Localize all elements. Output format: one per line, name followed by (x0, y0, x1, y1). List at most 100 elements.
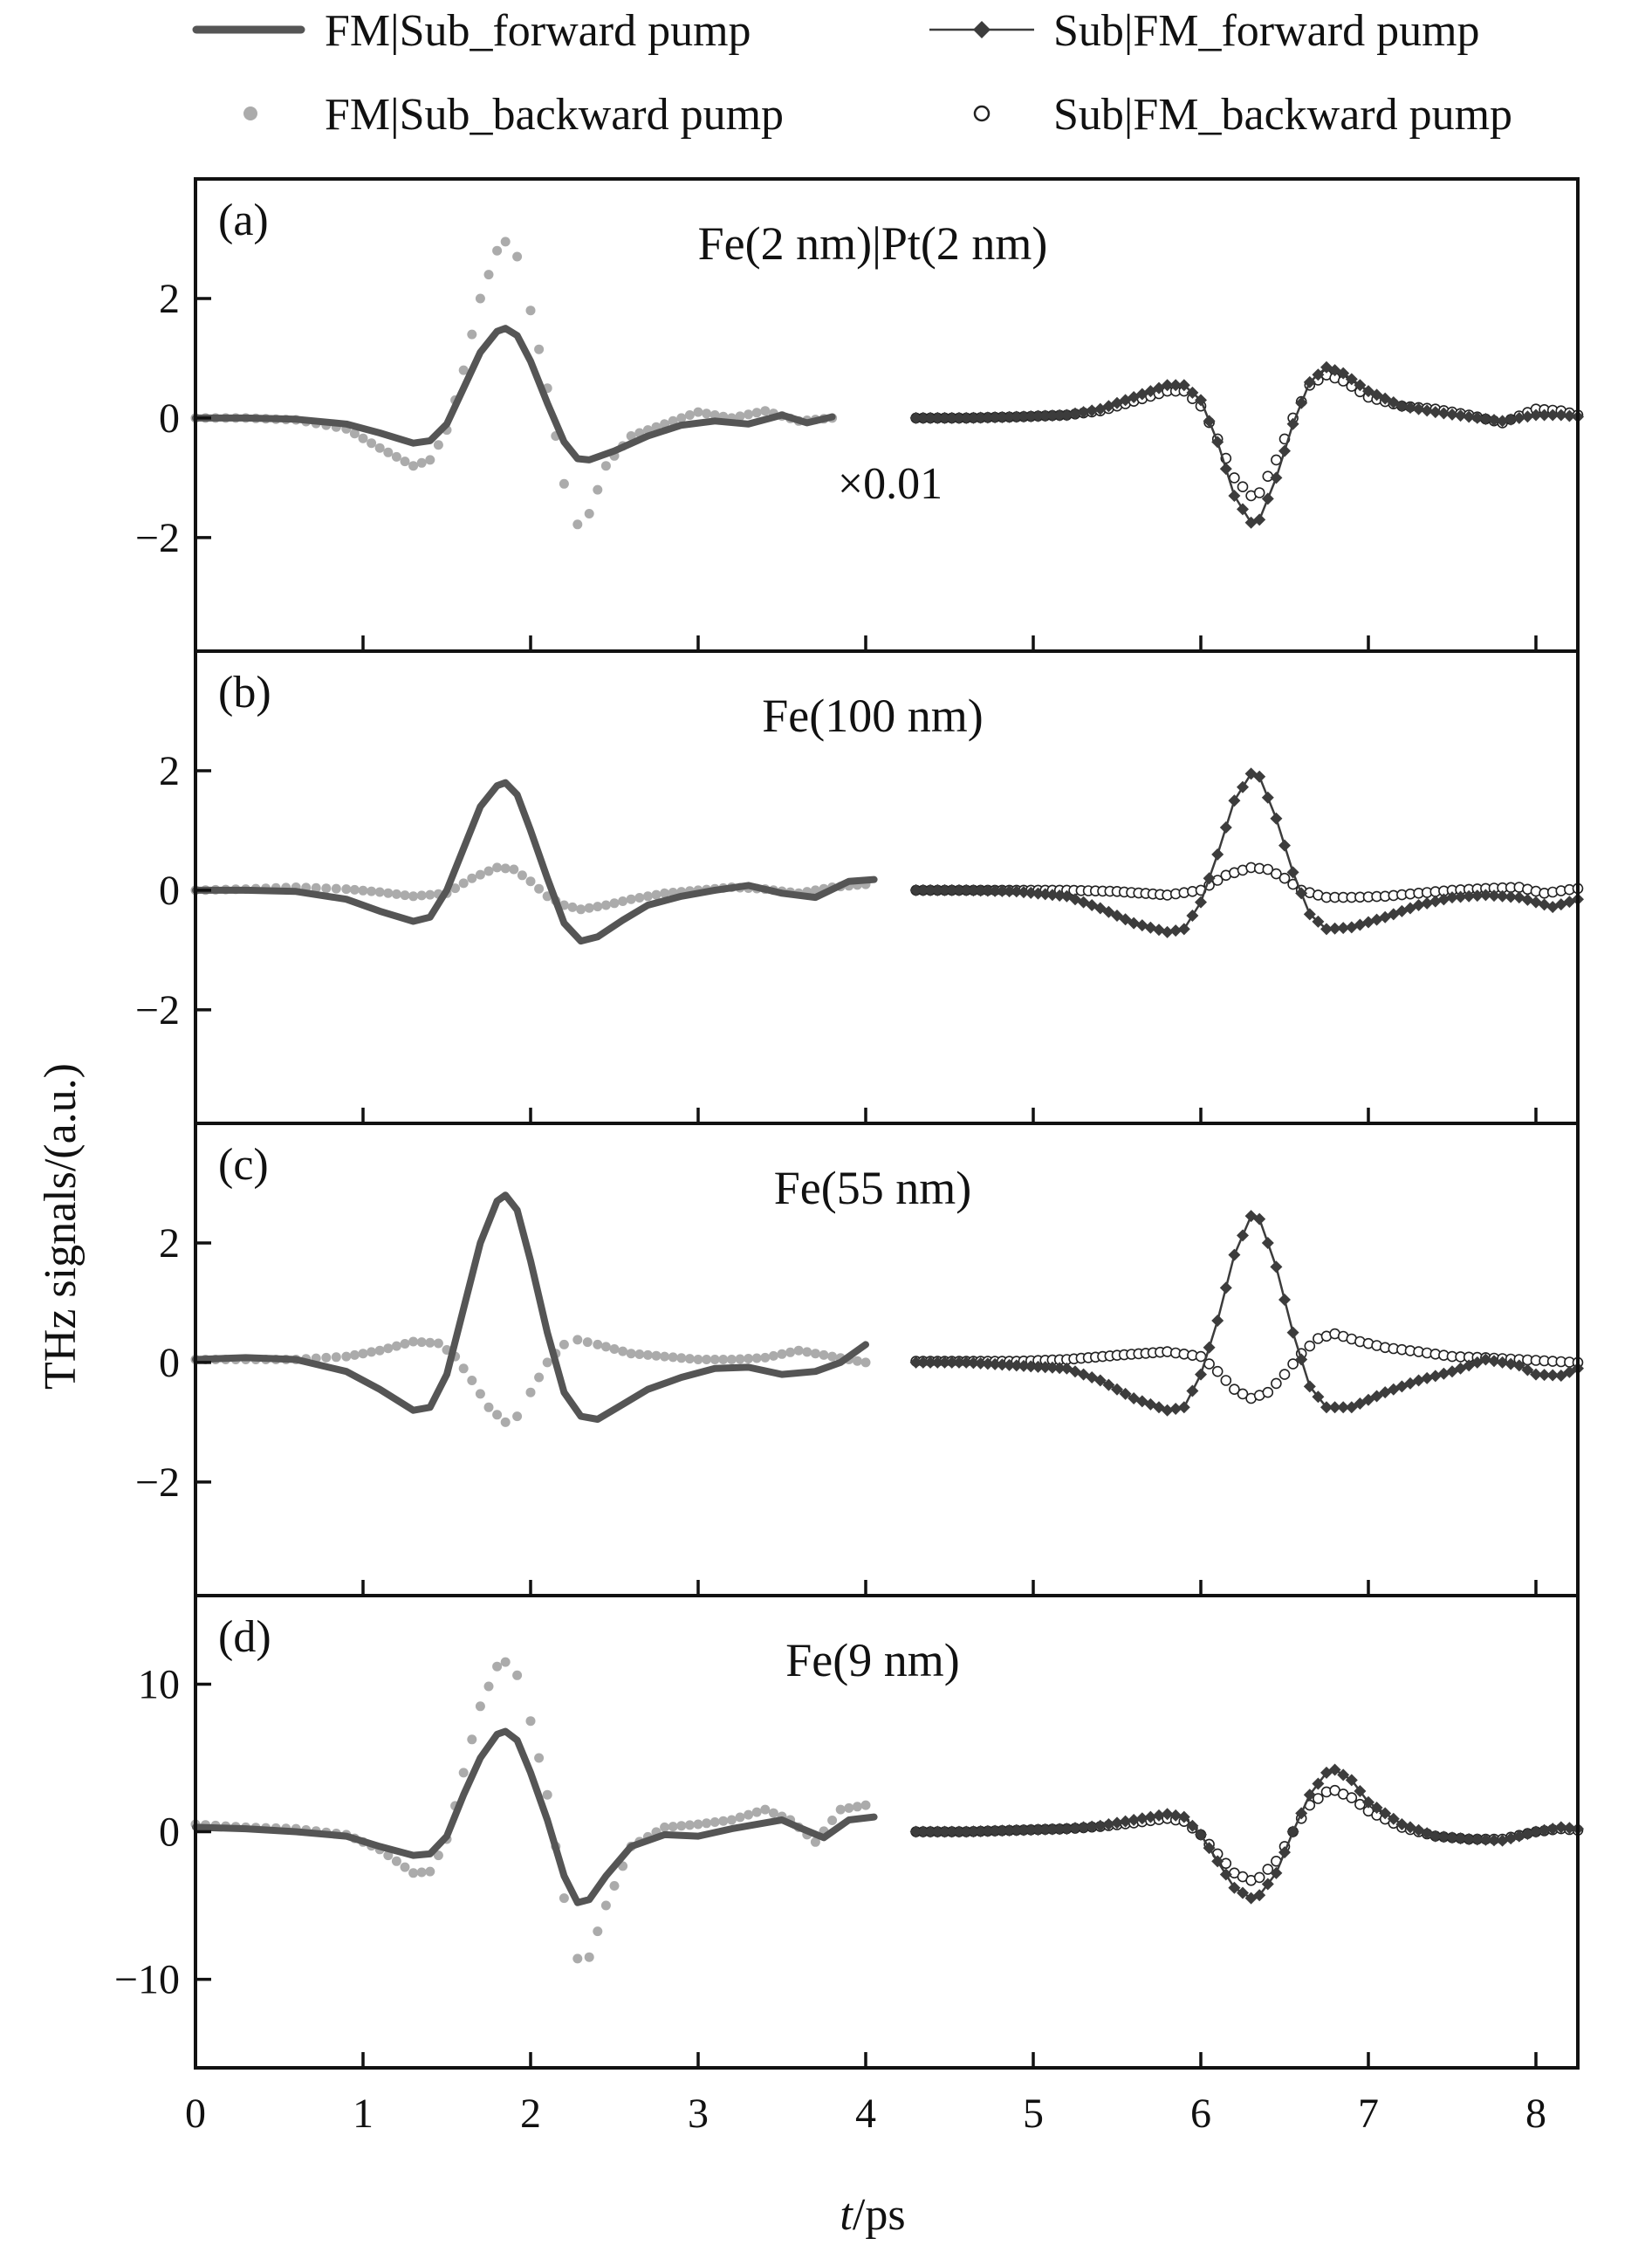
y-tick-label: −2 (135, 987, 180, 1033)
point-fm-backward (593, 1339, 603, 1349)
point-sub-forward (1161, 1808, 1174, 1821)
x-tick-label: 5 (1023, 2091, 1044, 2137)
point-sub-forward (1337, 367, 1350, 380)
point-fm-backward (760, 406, 771, 416)
point-fm-backward (358, 433, 368, 443)
panel-title: Fe(9 nm) (785, 1634, 959, 1686)
point-sub-forward (1303, 908, 1316, 921)
point-sub-forward (1470, 411, 1484, 424)
point-sub-forward (1128, 917, 1141, 930)
point-fm-backward (512, 1411, 523, 1422)
point-sub-forward (1203, 872, 1216, 885)
point-fm-backward (634, 893, 645, 903)
point-sub-forward (1488, 889, 1500, 903)
point-sub-forward (1554, 409, 1567, 422)
series-fm-forward-line (192, 1727, 878, 1906)
point-sub-forward (974, 411, 987, 424)
point-fm-backward (735, 1354, 745, 1364)
point-fm-backward (525, 306, 536, 316)
point-fm-backward (693, 1355, 703, 1364)
legend-item-sub-forward: Sub|FM_forward pump (929, 6, 1480, 56)
point-sub-forward (924, 411, 937, 424)
legend-marker-fm-backward (243, 106, 257, 120)
point-fm-backward (311, 882, 321, 893)
point-sub-forward (1038, 409, 1052, 422)
point-sub-forward (1253, 513, 1266, 526)
point-sub-forward (1312, 915, 1325, 928)
point-sub-forward (1045, 409, 1059, 422)
point-sub-forward (1295, 396, 1308, 409)
point-sub-forward (1219, 821, 1232, 834)
point-sub-forward (1144, 1810, 1157, 1823)
point-sub-forward (1429, 895, 1442, 908)
point-fm-backward (676, 1821, 687, 1831)
point-sub-forward (931, 411, 944, 424)
point-sub-forward (1025, 886, 1038, 899)
point-fm-backward (660, 888, 670, 898)
point-fm-backward (693, 407, 703, 417)
point-fm-backward (450, 883, 461, 894)
point-fm-backward (609, 1344, 620, 1354)
point-sub-forward (1102, 1818, 1115, 1831)
point-sub-forward (1211, 848, 1224, 861)
point-sub-forward (960, 883, 973, 896)
point-sub-forward (967, 1825, 980, 1838)
panel-tag: (c) (218, 1140, 269, 1190)
point-fm-backward (709, 1817, 720, 1827)
point-fm-backward (358, 1349, 368, 1359)
point-fm-backward (383, 1343, 394, 1354)
point-sub-forward (1278, 839, 1291, 852)
y-tick-label: −10 (114, 1957, 180, 2003)
point-sub-forward (1161, 379, 1174, 392)
point-sub-backward (1220, 1375, 1232, 1386)
point-sub-forward (1521, 1828, 1534, 1841)
point-sub-backward (1195, 1350, 1207, 1363)
point-sub-forward (909, 1356, 922, 1369)
point-sub-forward (1093, 1374, 1107, 1387)
point-fm-backward (321, 883, 332, 894)
point-sub-forward (1077, 1821, 1090, 1834)
point-fm-backward (651, 1350, 661, 1361)
point-sub-forward (1479, 412, 1492, 425)
point-fm-backward (626, 894, 636, 904)
point-fm-backward (559, 1893, 569, 1904)
point-sub-forward (1521, 1363, 1534, 1377)
point-sub-forward (1429, 1370, 1442, 1383)
point-sub-forward (1169, 379, 1182, 392)
point-fm-backward (367, 1347, 377, 1357)
legend-marker-sub-forward (973, 21, 991, 38)
panel-c: 2 0 −2 (c) Fe(55 nm) (135, 1122, 1584, 1597)
point-sub-forward (1530, 1368, 1542, 1381)
point-sub-forward (974, 1825, 987, 1838)
point-fm-backward (534, 1372, 545, 1383)
point-sub-forward (1312, 1390, 1325, 1404)
point-sub-forward (1228, 1248, 1241, 1261)
point-fm-backward (684, 1354, 695, 1364)
point-fm-backward (709, 1355, 720, 1364)
point-sub-forward (1286, 866, 1299, 879)
point-fm-backward (534, 344, 545, 354)
point-fm-backward (802, 1347, 812, 1357)
series-sub-backward-points (910, 1784, 1584, 1886)
point-fm-backward (492, 862, 503, 873)
point-sub-forward (1010, 885, 1023, 898)
x-axis-label-units: /ps (853, 2190, 906, 2240)
point-sub-forward (1237, 503, 1249, 516)
point-sub-forward (924, 1356, 937, 1369)
point-fm-backward (408, 1868, 419, 1878)
point-fm-backward (349, 1349, 360, 1360)
point-sub-forward (924, 1825, 937, 1838)
point-fm-backward (768, 1350, 778, 1361)
point-fm-backward (676, 1353, 687, 1363)
point-sub-forward (1237, 780, 1249, 793)
point-sub-forward (1086, 404, 1099, 417)
point-sub-forward (1161, 1404, 1174, 1417)
panel-title: Fe(55 nm) (774, 1162, 971, 1214)
point-sub-forward (1060, 409, 1073, 422)
point-sub-forward (1278, 1294, 1291, 1307)
point-sub-backward (1262, 863, 1274, 875)
x-tick-label: 6 (1190, 2091, 1211, 2137)
point-sub-forward (960, 411, 973, 424)
point-fm-backward (425, 1337, 435, 1348)
